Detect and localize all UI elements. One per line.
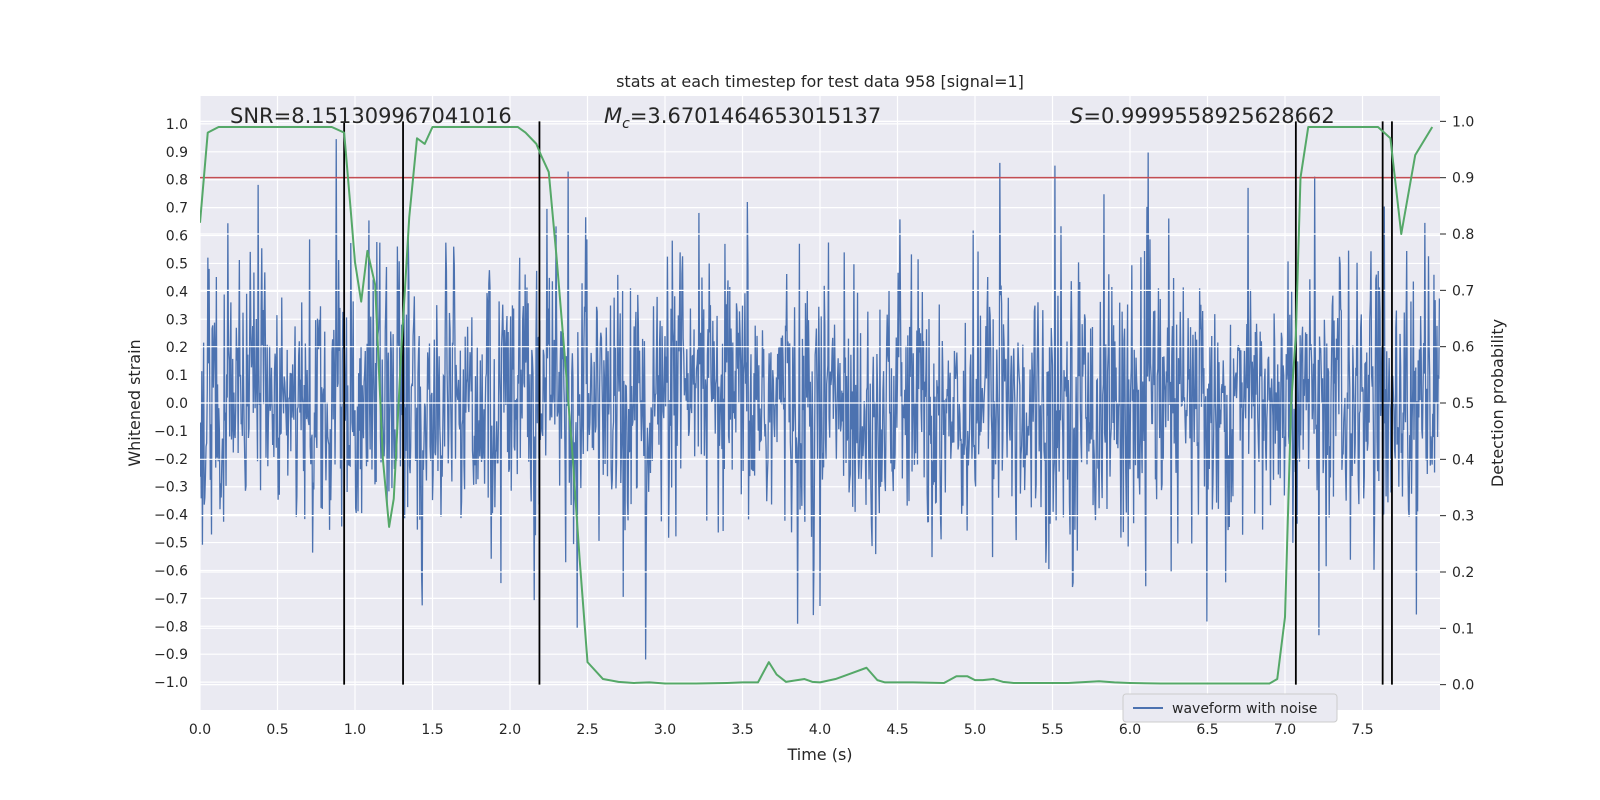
y-axis-ticks: 1.0 0.9 0.8 0.7 0.6 0.5 0.4 0.3 0.2 0.1 0.0 −0.1 −0.… bbox=[154, 117, 188, 691]
chart-title: stats at each timestep for test data 958… bbox=[616, 72, 1024, 91]
y-tick-label: −0.4 bbox=[154, 508, 188, 524]
x-tick-label: 3.5 bbox=[731, 722, 753, 738]
y2-tick-label: 0.6 bbox=[1452, 340, 1474, 356]
x-tick-label: 2.0 bbox=[499, 722, 521, 738]
y2-tick-label: 0.9 bbox=[1452, 171, 1474, 187]
chirp-mass-subscript: c bbox=[622, 116, 630, 132]
x-tick-label: 6.0 bbox=[1119, 722, 1141, 738]
y2-tick-label: 0.0 bbox=[1452, 678, 1474, 694]
y-tick-label: −0.9 bbox=[154, 647, 188, 663]
x-tick-label: 2.5 bbox=[576, 722, 598, 738]
score-value: =0.9999558925628662 bbox=[1083, 104, 1334, 128]
y2-tick-label: 0.7 bbox=[1452, 283, 1474, 299]
waveform-line bbox=[200, 139, 1440, 660]
chirp-mass-annotation: Mc=3.6701464653015137 bbox=[604, 104, 881, 132]
y-tick-label: 0.2 bbox=[166, 340, 188, 356]
y-tick-label: 1.0 bbox=[166, 117, 188, 133]
x-tick-label: 0.0 bbox=[189, 722, 211, 738]
y-tick-label: −0.8 bbox=[154, 619, 188, 635]
y2-tick-label: 0.2 bbox=[1452, 565, 1474, 581]
y-tick-label: 0.4 bbox=[166, 284, 188, 300]
chirp-mass-symbol: M bbox=[604, 104, 622, 128]
chirp-mass-value: =3.6701464653015137 bbox=[630, 104, 881, 128]
x-tick-label: 7.5 bbox=[1351, 722, 1373, 738]
snr-annotation: SNR=8.151309967041016 bbox=[230, 104, 512, 128]
x-tick-label: 3.0 bbox=[654, 722, 676, 738]
y2-tick-label: 0.8 bbox=[1452, 227, 1474, 243]
x-tick-label: 7.0 bbox=[1274, 722, 1296, 738]
y-tick-label: 0.6 bbox=[166, 229, 188, 245]
y-axis-label: Whitened strain bbox=[125, 339, 144, 466]
y2-axis-label: Detection probability bbox=[1488, 319, 1507, 487]
y2-tick-label: 0.1 bbox=[1452, 621, 1474, 637]
x-axis-ticks: 0.0 0.5 1.0 1.5 2.0 2.5 3.0 3.5 4.0 4.5 5.0 5.5 6.0 6… bbox=[189, 722, 1374, 738]
y2-tick-label: 1.0 bbox=[1452, 114, 1474, 130]
y-tick-label: 0.1 bbox=[166, 368, 188, 384]
y-tick-label: −1.0 bbox=[154, 675, 188, 691]
vertical-marker-lines bbox=[343, 121, 1393, 685]
x-tick-label: 5.0 bbox=[964, 722, 986, 738]
y2-tick-label: 0.3 bbox=[1452, 509, 1474, 525]
y-tick-label: −0.3 bbox=[154, 480, 188, 496]
y-tick-label: −0.5 bbox=[154, 536, 188, 552]
y2-tick-label: 0.5 bbox=[1452, 396, 1474, 412]
x-tick-label: 5.5 bbox=[1041, 722, 1063, 738]
x-tick-label: 1.5 bbox=[421, 722, 443, 738]
y2-axis-ticks: 1.0 0.9 0.8 0.7 0.6 0.5 0.4 0.3 0.2 0.1 0.0 bbox=[1440, 114, 1474, 694]
x-tick-label: 0.5 bbox=[266, 722, 288, 738]
y-tick-label: 0.5 bbox=[166, 256, 188, 272]
y-tick-label: 0.3 bbox=[166, 312, 188, 328]
x-tick-label: 1.0 bbox=[344, 722, 366, 738]
y-tick-label: 0.9 bbox=[166, 145, 188, 161]
detection-probability-line bbox=[200, 125, 1434, 685]
y2-tick-label: 0.4 bbox=[1452, 452, 1474, 468]
y-tick-label: −0.6 bbox=[154, 563, 188, 579]
score-symbol: S bbox=[1070, 104, 1083, 128]
y-tick-label: 0.8 bbox=[166, 173, 188, 189]
x-tick-label: 4.5 bbox=[886, 722, 908, 738]
y-tick-label: 0.0 bbox=[166, 396, 188, 412]
x-tick-label: 6.5 bbox=[1196, 722, 1218, 738]
y-tick-label: −0.7 bbox=[154, 591, 188, 607]
y-tick-label: 0.7 bbox=[166, 201, 188, 217]
detection-probability-series bbox=[200, 125, 1434, 685]
y-tick-label: −0.1 bbox=[154, 424, 188, 440]
waveform-with-noise-series bbox=[200, 139, 1440, 660]
y-tick-label: −0.2 bbox=[154, 452, 188, 468]
legend: waveform with noise bbox=[1122, 693, 1338, 723]
x-tick-label: 4.0 bbox=[809, 722, 831, 738]
legend-label-waveform: waveform with noise bbox=[1172, 701, 1317, 717]
x-axis-label: Time (s) bbox=[786, 745, 852, 764]
score-annotation: S=0.9999558925628662 bbox=[1070, 104, 1335, 128]
